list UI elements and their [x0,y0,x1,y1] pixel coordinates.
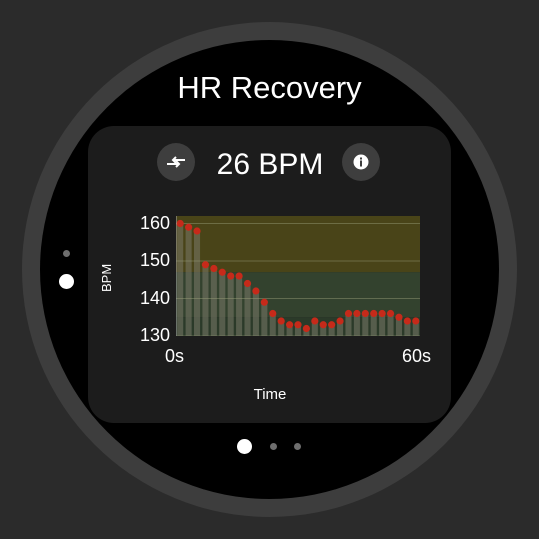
chart-bar [261,302,268,336]
swap-arrows-icon [167,156,185,168]
chart-point [193,227,201,235]
chart-bar [303,328,310,336]
chart-point [311,317,319,325]
page-dot[interactable] [269,442,277,450]
chart-bar [278,321,285,336]
recovery-value: 26 BPM [216,148,324,181]
chart-point [252,287,260,295]
chart-point [176,219,184,228]
swap-button[interactable] [157,143,195,181]
chart-bar [185,227,192,336]
chart-point [361,309,369,318]
chart-bar [244,283,251,336]
chart-bar [286,324,293,336]
page-dot[interactable] [236,438,252,454]
chart-bar [320,324,327,336]
x-tick-label: 60s [402,346,432,366]
x-tick-label: 0s [165,346,185,366]
chart-point [210,264,218,273]
y-tick-label: 130 [139,325,170,345]
y-tick-label: 160 [139,212,170,233]
info-icon [353,154,369,170]
chart-point [294,321,302,329]
chart-point [201,261,210,269]
chart-bar [337,321,344,336]
chart-bar [294,324,302,336]
chart-point [378,309,386,318]
chart-point [185,223,193,231]
chart-bar [210,268,217,336]
chart-bar [395,317,402,336]
chart-point [336,317,344,325]
y-tick-label: 150 [139,250,170,270]
vertical-page-dot[interactable] [58,273,74,289]
chart-bar [328,324,335,336]
chart-point [302,324,311,333]
hr-recovery-chart [176,216,420,336]
chart-point [344,309,353,318]
chart-point [277,317,285,325]
chart-bar [227,276,234,336]
chart-point [243,279,252,288]
chart-bar [219,272,226,336]
y-axis-label: BPM [99,263,114,292]
chart-bar [194,231,201,336]
chart-bar [370,313,377,336]
chart-point [328,321,336,329]
chart-bar [177,223,184,336]
chart-bar [269,313,276,336]
chart-point [235,272,243,280]
chart-point [319,321,327,329]
chart-point [412,317,420,325]
y-tick-label: 140 [139,287,170,308]
chart-point [353,309,361,318]
chart-point [403,317,411,325]
chart-point [218,268,226,276]
chart-bar [202,264,209,336]
chart-point [285,321,294,329]
vertical-page-dot[interactable] [62,249,70,257]
screen-title: HR Recovery [177,70,362,105]
chart-bar [387,313,394,336]
info-button[interactable] [342,143,380,181]
chart-bar [345,313,352,336]
chart-point [386,309,395,318]
chart-point [227,272,235,280]
chart-point [395,313,403,321]
page-dot[interactable] [293,442,301,450]
chart-bar [252,291,259,336]
chart-point [260,298,268,306]
chart-bar [353,313,360,336]
chart-point [370,309,378,318]
chart-bar [236,276,243,336]
x-axis-label: Time [253,386,287,403]
chart-bar [379,313,386,336]
chart-bar [362,313,369,336]
chart-bar [404,321,411,336]
chart-bar [412,321,419,336]
zone-band-0 [176,216,420,273]
chart-bar [311,321,318,336]
chart-point [269,309,277,318]
